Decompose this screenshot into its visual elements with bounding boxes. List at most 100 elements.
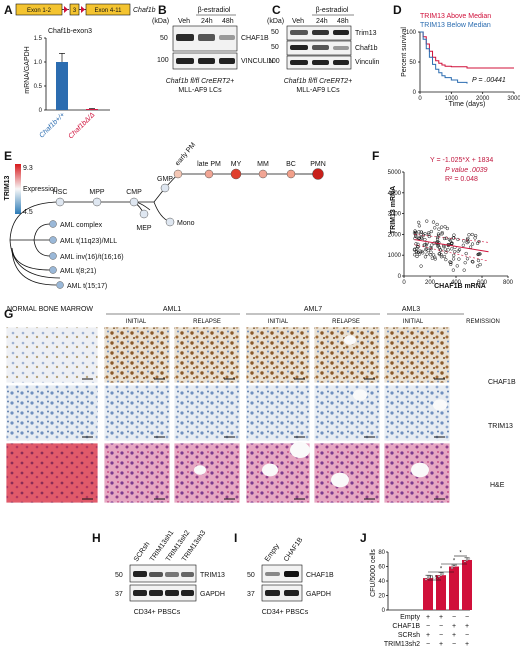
f-point bbox=[470, 242, 475, 246]
node-my bbox=[230, 168, 242, 180]
panel-d-xlabel: Time (days) bbox=[449, 101, 486, 108]
f-ytick-label: 1000 bbox=[388, 253, 402, 259]
f-point bbox=[430, 256, 434, 260]
j-ytick-label: 0 bbox=[382, 608, 386, 614]
g-tile bbox=[173, 442, 241, 504]
j-row-chaf1b: CHAF1B bbox=[392, 623, 420, 630]
aml-inv16-label: AML inv(16)/t(16;16) bbox=[60, 254, 124, 261]
g-vacuole bbox=[194, 465, 206, 475]
f-point bbox=[478, 262, 482, 267]
node-early-pm bbox=[173, 169, 183, 179]
f-point bbox=[413, 229, 417, 233]
j-bar bbox=[449, 566, 459, 610]
f-point bbox=[445, 226, 450, 231]
panel-b-lane-24h: 24h bbox=[201, 18, 213, 25]
f-point bbox=[417, 252, 422, 256]
f-xtick-label: 400 bbox=[451, 280, 462, 286]
panel-c-band-trim13: Trim13 bbox=[355, 30, 377, 37]
f-point bbox=[418, 249, 422, 253]
j-bar bbox=[436, 575, 446, 610]
j-sign: + bbox=[465, 623, 469, 630]
aml-t821-label: AML t(8;21) bbox=[60, 268, 96, 275]
f-point bbox=[425, 252, 429, 256]
f-point bbox=[437, 227, 441, 231]
h-marker-50: 50 bbox=[115, 572, 123, 579]
panel-h: H SCRsh TRIM13sh1 TRIM13sh2 TRIM13sh3 50… bbox=[92, 529, 225, 616]
panel-b-marker-100: 100 bbox=[157, 57, 169, 64]
panel-label-b: B bbox=[158, 3, 167, 17]
f-point bbox=[462, 268, 466, 272]
f-point bbox=[429, 229, 434, 234]
f-point bbox=[470, 259, 475, 264]
g-tile bbox=[313, 326, 381, 384]
node-aml-t1517 bbox=[56, 281, 64, 289]
g-vacuole bbox=[290, 442, 310, 458]
i-marker-50: 50 bbox=[247, 572, 255, 579]
node-late-pm-label: late PM bbox=[197, 161, 221, 168]
panel-g-histology bbox=[5, 326, 451, 504]
d-series-line bbox=[420, 31, 514, 69]
j-dot bbox=[437, 575, 441, 578]
f-point bbox=[443, 247, 447, 251]
j-sign: + bbox=[426, 632, 430, 639]
f-point bbox=[448, 260, 452, 264]
panel-e-gene: TRIM13 bbox=[4, 175, 11, 200]
g-row-chaf1b: CHAF1B bbox=[488, 379, 516, 386]
g-vacuole bbox=[344, 335, 356, 345]
j-sign: − bbox=[465, 614, 469, 621]
node-bc bbox=[286, 169, 296, 179]
panel-d: D Percent survival Time (days) TRIM13 Ab… bbox=[393, 3, 520, 108]
node-mpp-label: MPP bbox=[89, 189, 105, 196]
f-point bbox=[476, 258, 481, 263]
node-my-label: MY bbox=[231, 161, 242, 168]
panel-label-i: I bbox=[234, 531, 237, 545]
f-point bbox=[444, 250, 448, 255]
j-ytick-label: 40 bbox=[378, 579, 385, 585]
panel-f-r2: R² = 0.048 bbox=[445, 176, 478, 183]
g-sub-aml3-remission: REMISSION bbox=[466, 319, 500, 325]
construct-exon-4-11-label: Exon 4-11 bbox=[95, 8, 123, 14]
f-point bbox=[451, 236, 455, 240]
panel-label-e: E bbox=[4, 149, 12, 163]
f-point bbox=[471, 260, 475, 264]
i-lane-chaf1b: CHAF1B bbox=[283, 536, 305, 563]
panel-c-lane-24h: 24h bbox=[316, 18, 328, 25]
panel-f-equation: Y = -1.025*X + 1834 bbox=[430, 157, 493, 164]
f-xtick-label: 800 bbox=[503, 280, 514, 286]
f-point bbox=[419, 232, 423, 236]
f-point bbox=[428, 246, 432, 250]
node-mpp bbox=[92, 197, 102, 207]
f-point bbox=[449, 262, 453, 267]
panel-c-band-vinculin: Vinculin bbox=[355, 59, 379, 66]
g-col-aml1: AML1 bbox=[163, 306, 181, 313]
g-col-aml7: AML7 bbox=[304, 306, 322, 313]
g-tile bbox=[313, 384, 381, 442]
j-dot bbox=[450, 566, 454, 569]
g-vacuole bbox=[353, 389, 367, 401]
g-sub-aml7-relapse: RELAPSE bbox=[332, 319, 360, 325]
g-tile bbox=[5, 384, 99, 442]
f-point bbox=[414, 250, 419, 254]
construct-gene-label: Chaf1b bbox=[133, 7, 156, 14]
panel-label-d: D bbox=[393, 3, 402, 17]
f-point bbox=[468, 245, 473, 249]
f-point bbox=[442, 244, 446, 249]
j-dot bbox=[454, 563, 458, 567]
f-point bbox=[436, 232, 441, 236]
f-point bbox=[422, 243, 426, 247]
node-cmp-label: CMP bbox=[126, 189, 142, 196]
i-marker-37: 37 bbox=[247, 591, 255, 598]
panel-c-treatment: β-estradiol bbox=[316, 7, 349, 14]
panel-label-h: H bbox=[92, 531, 101, 545]
panel-b-kda: (kDa) bbox=[152, 18, 169, 25]
f-ytick-label: 3000 bbox=[388, 212, 402, 218]
construct-exon-1-2-label: Exon 1-2 bbox=[27, 8, 52, 14]
panel-b-band-vinculin: VINCULIN bbox=[241, 58, 274, 65]
i-band-gapdh: GAPDH bbox=[306, 591, 331, 598]
f-point bbox=[442, 236, 447, 241]
j-row-scrsh: SCRsh bbox=[398, 632, 420, 639]
node-pmn bbox=[312, 168, 324, 180]
f-point bbox=[416, 242, 420, 246]
i-caption: CD34+ PBSCs bbox=[262, 609, 309, 616]
node-aml-complex bbox=[49, 220, 57, 228]
